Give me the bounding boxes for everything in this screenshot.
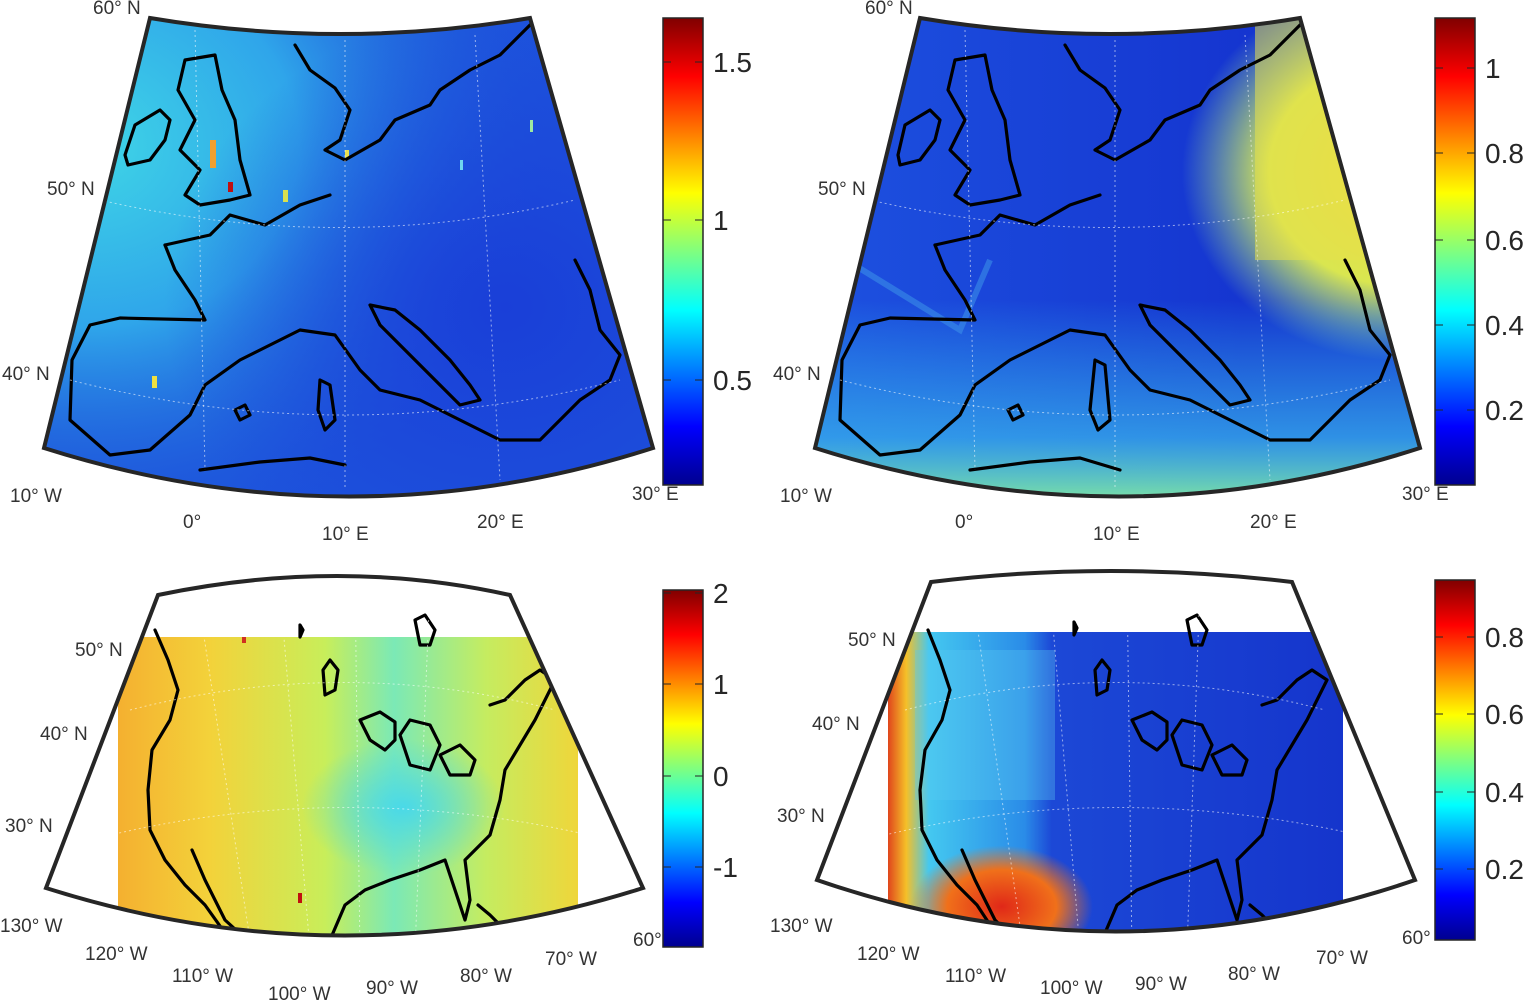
lon-label-70w: 70° W [1316,948,1368,969]
lat-label-60n: 60° N [93,0,141,19]
colorbar-tick: 0.5 [713,365,752,396]
colorbar-tick: 1 [713,205,729,236]
map-panel-europe-right: 60° N 50° N 40° N 10° W 0° 10° E 20° E 3… [773,0,1524,545]
lon-label-90w: 90° W [366,978,418,999]
colorbar-tick: 0.2 [1485,854,1524,885]
colorbar: 2 1 0 -1 [662,578,738,948]
colorbar-tick: -1 [713,852,738,883]
lon-label-80w: 80° W [1228,964,1280,985]
lon-label-60: 60° [633,930,662,951]
colorbar: 1 0.8 0.6 0.4 0.2 [1434,17,1524,486]
colorbar-tick: 1.5 [713,47,752,78]
lon-label-130w: 130° W [0,916,63,937]
map-frame [43,574,646,938]
map-frame [812,15,1423,499]
lon-label-70w: 70° W [545,949,597,970]
lon-label-90w: 90° W [1135,974,1187,995]
lon-label-20e: 20° E [477,512,524,533]
lon-label-100w: 100° W [268,984,331,1004]
map-panel-europe-left: 60° N 50° N 40° N 10° W 0° 10° E 20° E 3… [2,0,752,545]
lat-label-40n: 40° N [812,714,860,735]
colorbar-tick: 1 [713,669,729,700]
colorbar-tick: 0.4 [1485,310,1524,341]
lat-label-30n: 30° N [777,806,825,827]
lon-label-80w: 80° W [460,966,512,987]
lon-label-130w: 130° W [770,916,833,937]
lon-label-110w: 110° W [172,966,233,987]
data-field [815,18,1420,497]
lat-label-40n: 40° N [773,364,821,385]
lon-label-30e: 30° E [1402,484,1449,505]
lat-label-50n: 50° N [75,640,123,661]
lon-label-120w: 120° W [85,944,148,965]
lon-label-120w: 120° W [857,944,920,965]
colorbar-tick: 0.8 [1485,622,1524,653]
lon-label-10e: 10° E [322,524,369,545]
lon-label-30e: 30° E [632,484,679,505]
colorbar-tick: 0.6 [1485,225,1524,256]
lat-label-40n: 40° N [40,724,88,745]
data-field [89,579,611,936]
lon-label-10w: 10° W [780,486,832,507]
lat-label-40n: 40° N [2,364,50,385]
colorbar: 1.5 1 0.5 [662,17,752,486]
colorbar-tick: 0.4 [1485,777,1524,808]
map-panel-usa-left: 50° N 40° N 30° N 130° W 120° W 110° W 1… [0,574,738,1004]
lat-label-30n: 30° N [5,816,53,837]
colorbar-tick: 2 [713,578,729,609]
colorbar-tick: 0.2 [1485,395,1524,426]
map-frame [814,569,1418,934]
lat-label-50n: 50° N [818,179,866,200]
colorbar: 0.8 0.6 0.4 0.2 [1434,579,1524,941]
data-field [864,579,1381,932]
lon-label-20e: 20° E [1250,512,1297,533]
lon-label-60: 60° [1402,928,1431,949]
map-frame [41,15,656,499]
lat-label-50n: 50° N [47,179,95,200]
colorbar-tick: 0.6 [1485,699,1524,730]
colorbar-tick: 1 [1485,53,1501,84]
map-panel-usa-right: 50° N 40° N 30° N 130° W 120° W 110° W 1… [770,569,1524,999]
lon-label-0: 0° [183,512,201,533]
colorbar-tick: 0.8 [1485,138,1524,169]
lon-label-100w: 100° W [1040,978,1103,999]
lat-label-60n: 60° N [865,0,913,19]
lon-label-110w: 110° W [945,966,1006,987]
colorbar-tick: 0 [713,761,729,792]
lon-label-10e: 10° E [1093,524,1140,545]
lon-label-10w: 10° W [10,486,62,507]
lon-label-0: 0° [955,512,973,533]
lat-label-50n: 50° N [848,630,896,651]
